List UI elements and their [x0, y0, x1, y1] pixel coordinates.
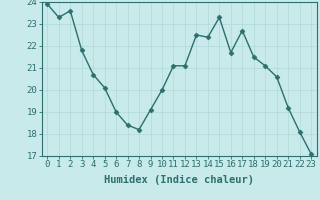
X-axis label: Humidex (Indice chaleur): Humidex (Indice chaleur)	[104, 175, 254, 185]
